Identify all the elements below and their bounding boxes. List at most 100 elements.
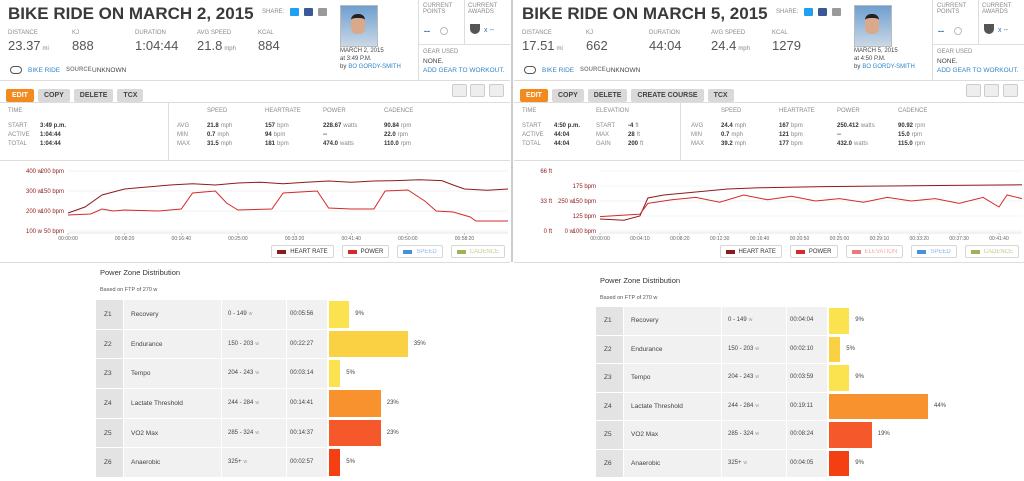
button[interactable]: COPY <box>551 89 584 102</box>
zone-unit: w <box>755 345 759 352</box>
metric-value: 21.8 mph <box>207 123 233 129</box>
x-tick-label: 00:29:10 <box>870 236 890 242</box>
zone-name: Endurance <box>631 345 663 353</box>
zone-subtitle: Based on FTP of 270 w <box>100 287 158 293</box>
zone-cell <box>124 329 221 359</box>
zone-name: Lactate Threshold <box>631 402 683 410</box>
legend-item[interactable]: SPEED <box>911 245 957 258</box>
share-icon[interactable] <box>804 8 813 16</box>
metric-row-label: AVG <box>691 123 704 129</box>
zone-card: Power Zone Distribution Based on FTP of 2… <box>96 262 442 478</box>
button[interactable]: COPY <box>37 89 70 102</box>
x-tick-label: 00:08:20 <box>670 236 690 242</box>
legend-item[interactable]: CADENCE <box>964 245 1019 258</box>
author-link[interactable]: BO GORDY-SMITH <box>862 64 915 70</box>
zone-range: 204 - 243 w <box>228 370 259 377</box>
button[interactable]: DELETE <box>73 89 114 102</box>
legend-item[interactable]: SPEED <box>397 245 443 258</box>
legend-item[interactable]: HEART RATE <box>719 245 782 258</box>
summary-label: START <box>8 123 28 129</box>
activity-link[interactable]: BIKE RIDE <box>542 67 575 74</box>
summary-label: ACTIVE <box>8 132 30 138</box>
metric-value: 167 bpm <box>779 123 803 129</box>
button[interactable]: EDIT <box>6 89 34 102</box>
zone-title: Power Zone Distribution <box>100 268 181 277</box>
tool-icon[interactable] <box>984 84 999 97</box>
metric-value: 90.92 rpm <box>898 123 926 129</box>
tool-icon[interactable] <box>452 84 467 97</box>
zone-cell <box>222 359 286 388</box>
share-icon[interactable] <box>290 8 299 16</box>
stat-unit: mi <box>42 46 49 52</box>
tool-icon[interactable] <box>489 84 504 97</box>
zone-range: 0 - 149 w <box>728 317 753 324</box>
zone-bar <box>829 422 872 448</box>
legend-item[interactable]: POWER <box>341 245 390 258</box>
button[interactable]: CREATE COURSE <box>631 89 704 102</box>
x-tick-label: 00:41:40 <box>989 236 1009 242</box>
y-tick-label: 100 bpm <box>41 209 64 215</box>
tool-icon[interactable] <box>470 84 485 97</box>
button[interactable]: TCX <box>117 89 144 102</box>
stat-unit: mph <box>224 46 236 52</box>
source-value: UNKNOWN <box>606 67 641 74</box>
author-link[interactable]: BO GORDY-SMITH <box>348 64 401 70</box>
zone-cell <box>287 418 327 448</box>
zone-time: 00:08:24 <box>790 431 814 438</box>
photo-time: at 4:50 P.M. <box>854 56 886 62</box>
zone-time: 00:05:56 <box>290 310 314 317</box>
metric-row-label: MAX <box>691 141 705 147</box>
y-tick-label: 125 bpm <box>573 214 596 220</box>
summary-label: MAX <box>596 132 610 138</box>
legend-item[interactable]: POWER <box>789 245 838 258</box>
legend-item[interactable]: ELEVATION <box>845 245 904 258</box>
share-icon[interactable] <box>304 8 313 16</box>
x-tick-label: 00:08:20 <box>115 236 135 242</box>
zone-cell <box>287 359 327 388</box>
stat-label: DISTANCE <box>522 30 552 36</box>
x-tick-label: 00:25:00 <box>228 236 248 242</box>
legend-swatch <box>917 249 927 254</box>
awards-value: x -- <box>484 27 495 34</box>
zone-id: Z6 <box>104 459 112 467</box>
zone-cell <box>124 418 221 448</box>
share-label: SHARE: <box>262 9 285 15</box>
zone-cell <box>722 335 786 363</box>
legend-item[interactable]: HEART RATE <box>271 245 334 258</box>
zone-id: Z1 <box>604 317 612 325</box>
metric-unit: watts <box>343 123 358 129</box>
zone-name: VO2 Max <box>131 429 159 437</box>
zone-range: 285 - 324 w <box>228 429 259 436</box>
gear-link[interactable]: ADD GEAR TO WORKOUT. <box>423 67 505 74</box>
metric-unit: rpm <box>914 141 926 147</box>
share-icon[interactable] <box>818 8 827 16</box>
x-tick-label: 00:16:40 <box>172 236 192 242</box>
gear-link[interactable]: ADD GEAR TO WORKOUT. <box>937 67 1019 74</box>
source-value: UNKNOWN <box>92 67 127 74</box>
tool-icon[interactable] <box>1003 84 1018 97</box>
button[interactable]: EDIT <box>520 89 548 102</box>
legend-item[interactable]: CADENCE <box>450 245 505 258</box>
summary-value: 1:04:44 <box>40 132 61 138</box>
button[interactable]: TCX <box>707 89 734 102</box>
share-icon[interactable] <box>832 8 841 16</box>
metric-unit: mph <box>734 123 747 129</box>
y-tick-label: 400 w <box>26 169 43 175</box>
activity-link[interactable]: BIKE RIDE <box>28 67 61 74</box>
zone-range: 325+ w <box>228 459 248 466</box>
zone-percent: 9% <box>355 310 364 317</box>
metric-row-label: MIN <box>177 132 188 138</box>
zone-id: Z2 <box>604 345 612 353</box>
zone-name: Tempo <box>631 374 651 382</box>
button[interactable]: DELETE <box>587 89 628 102</box>
share-icon[interactable] <box>318 8 327 16</box>
points-label: CURRENT POINTS <box>937 3 967 15</box>
metric-value: 22.0 rpm <box>384 132 409 138</box>
metric-unit: bpm <box>791 132 803 138</box>
stat-value: 1:04:44 <box>135 38 179 53</box>
tool-icon[interactable] <box>966 84 981 97</box>
metric-unit: rpm <box>400 141 412 147</box>
zone-percent: 35% <box>413 340 426 347</box>
chart: 400 w 300 w 200 w 100 w 200 bpm 150 bpm 100 bp… <box>26 169 509 242</box>
metric-unit: bpm <box>277 123 289 129</box>
